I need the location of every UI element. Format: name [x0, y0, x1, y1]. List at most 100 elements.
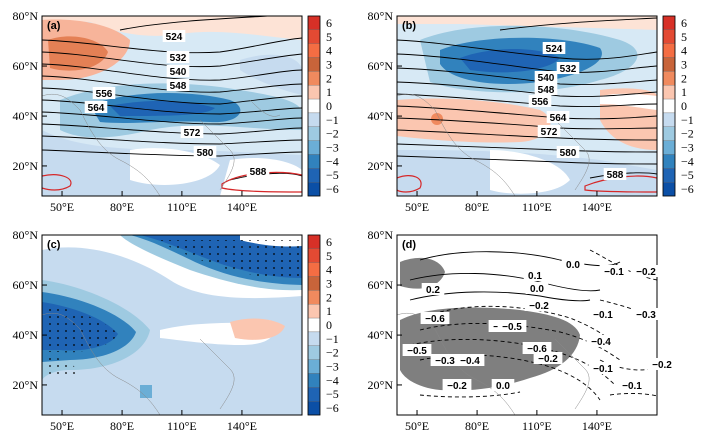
- colorbar-label: 3: [326, 57, 332, 71]
- contour-label: 532: [170, 53, 187, 64]
- contour-label-bg: [534, 71, 558, 83]
- colorbar-label: −1: [326, 113, 339, 127]
- colorbar-swatch: [662, 71, 676, 86]
- colorbar-swatch: [307, 373, 321, 388]
- lat-tick-label: 20°N: [13, 378, 39, 392]
- colorbar-label: −6: [326, 401, 339, 415]
- contour-label-bg: [92, 87, 116, 99]
- contour-label: 0.0: [530, 284, 544, 295]
- contour-label-bg: [537, 125, 561, 137]
- contour-label-bg: [588, 308, 618, 320]
- lon-tick-label: 140°E: [227, 200, 257, 214]
- contour-label: −0.3: [435, 356, 455, 367]
- panel-b-frame: [396, 15, 658, 197]
- colorbar-label: −5: [326, 168, 339, 182]
- lon-tick-label: 50°E: [405, 419, 429, 433]
- contour-label: −0.1: [593, 364, 613, 375]
- lon-tick-label: 50°E: [405, 200, 429, 214]
- panel-a-shading: [42, 16, 302, 196]
- colorbar-label: 3: [681, 57, 687, 71]
- contour-label-bg: [561, 258, 585, 270]
- panel-a-frame: [41, 15, 303, 197]
- contour-label: −0.3: [636, 310, 656, 321]
- colorbar-swatch: [307, 168, 321, 183]
- contour-label-bg: [180, 126, 204, 138]
- colorbar-label: −5: [681, 168, 694, 182]
- contour-label-bg: [442, 379, 472, 391]
- contour-label-bg: [402, 344, 432, 356]
- colorbar-label: 6: [326, 235, 332, 249]
- colorbar-swatch: [307, 317, 321, 333]
- contour-label-bg: [523, 269, 547, 281]
- contour-label-bg: [599, 265, 629, 277]
- colorbar-label: −1: [681, 113, 694, 127]
- lon-tick-label: 110°E: [522, 419, 552, 433]
- lat-tick-label: 20°N: [13, 159, 39, 173]
- lon-tick-label: 110°E: [167, 200, 197, 214]
- colorbar-label: 2: [326, 71, 332, 85]
- colorbar-swatch: [662, 154, 676, 169]
- contour-label-bg: [556, 62, 580, 74]
- contour-label-bg: [546, 111, 570, 123]
- panel-b-label: (b): [402, 20, 416, 32]
- contour-label: 588: [607, 170, 624, 181]
- contour-label-bg: [647, 358, 677, 370]
- generated-annotations: 80°N60°N40°N20°N50°E 80°E 110°E 140°E524532…: [13, 9, 694, 433]
- colorbar-swatch: [307, 126, 321, 141]
- contour-label: −0.4: [591, 337, 611, 348]
- colorbar-swatch: [307, 401, 321, 416]
- colorbar-label: 0: [326, 99, 332, 113]
- contour-label: 532: [560, 64, 577, 75]
- panel-a-contours: [42, 16, 302, 181]
- lat-tick-label: 80°N: [13, 228, 39, 242]
- panel-d-label: (d): [402, 239, 416, 251]
- contour-label: 564: [88, 103, 105, 114]
- colorbar-frame: [307, 15, 321, 197]
- colorbar-swatch: [307, 290, 321, 305]
- lon-tick-label: 50°E: [50, 200, 74, 214]
- lat-tick-label: 20°N: [368, 378, 394, 392]
- contour-label-bg: [542, 42, 566, 54]
- colorbar-swatch: [662, 15, 676, 30]
- contour-label: 524: [166, 32, 183, 43]
- colorbar-label: −4: [681, 154, 694, 168]
- panel-a-label: (a): [47, 20, 61, 32]
- panel-c-coastlines: [42, 313, 235, 415]
- contour-label-bg: [533, 352, 563, 364]
- colorbar-swatch: [662, 168, 676, 183]
- contour-label-bg: [603, 168, 627, 180]
- panel-c-stipple: [45, 240, 300, 378]
- colorbar-label: 2: [681, 71, 687, 85]
- colorbar-label: 4: [326, 263, 332, 277]
- colorbar-swatch: [662, 98, 676, 114]
- colorbar-swatch: [307, 331, 321, 346]
- contour-label: 524: [546, 44, 563, 55]
- contour-label: −0.6: [527, 344, 547, 355]
- contour-label-bg: [556, 146, 580, 158]
- colorbar-frame: [662, 15, 676, 197]
- panel-a-red-contours: [42, 171, 302, 193]
- colorbar-swatch: [307, 154, 321, 169]
- lon-tick-label: 80°E: [465, 200, 489, 214]
- colorbar-swatch: [307, 140, 321, 155]
- colorbar-label: −6: [681, 182, 694, 196]
- contour-label-bg: [525, 282, 549, 294]
- panel-b-coastlines: [397, 94, 590, 196]
- contour-label: 556: [96, 89, 113, 100]
- panel-d-frame: [396, 234, 658, 416]
- lon-tick-label: 80°E: [110, 200, 134, 214]
- contour-label-bg: [534, 83, 558, 95]
- colorbar-label: 1: [326, 85, 332, 99]
- lon-tick-label: 110°E: [522, 200, 552, 214]
- contour-label-bg: [246, 165, 270, 177]
- colorbar-label: 0: [681, 99, 687, 113]
- lon-tick-label: 110°E: [167, 419, 197, 433]
- colorbar-label: −4: [326, 154, 339, 168]
- contour-label-bg: [166, 51, 190, 63]
- contour-label-bg: [455, 354, 485, 366]
- contour-label: −0.2: [529, 301, 549, 312]
- contour-label: −0.1: [593, 310, 613, 321]
- colorbar-swatch: [307, 304, 321, 319]
- lat-tick-label: 60°N: [13, 59, 39, 73]
- contour-label: −0.5: [502, 322, 522, 333]
